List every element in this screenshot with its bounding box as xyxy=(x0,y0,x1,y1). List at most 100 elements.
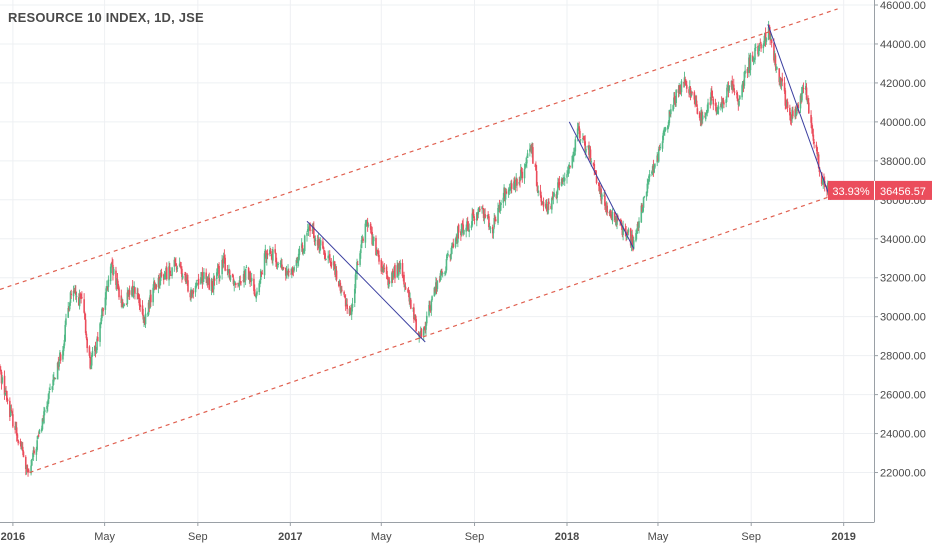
candle xyxy=(345,298,348,306)
candle-body xyxy=(463,229,465,235)
price-axis-bg xyxy=(874,0,932,550)
candle-body xyxy=(290,273,292,275)
candle-body xyxy=(163,275,166,279)
candle-body xyxy=(1,377,4,383)
candle xyxy=(728,85,731,93)
candle xyxy=(31,458,33,467)
candle xyxy=(410,297,412,310)
candle-body xyxy=(266,253,269,256)
candle-body xyxy=(433,287,436,297)
candle-body xyxy=(78,293,81,307)
candle-body xyxy=(562,180,565,182)
candle-body xyxy=(88,346,91,356)
candle-body xyxy=(479,208,481,211)
candle xyxy=(181,273,184,280)
candle-body xyxy=(574,139,577,152)
candle xyxy=(28,468,30,473)
candle-body xyxy=(636,223,639,231)
candle-body xyxy=(16,434,19,439)
candle-body xyxy=(115,270,117,285)
x-tick-label: 2019 xyxy=(831,531,855,543)
candle xyxy=(481,206,483,214)
candle xyxy=(521,167,524,183)
candle xyxy=(201,267,204,289)
candle-body xyxy=(441,271,443,274)
candle-body xyxy=(37,436,39,439)
candle xyxy=(711,90,714,99)
candle xyxy=(547,198,549,215)
candle xyxy=(717,101,720,115)
candle-body xyxy=(802,88,805,90)
candle xyxy=(562,174,565,186)
candle-body xyxy=(504,189,507,200)
trend-line[interactable] xyxy=(306,220,426,343)
candle-body xyxy=(330,262,333,268)
candle-body xyxy=(721,98,724,109)
candle-body xyxy=(481,206,483,210)
trend-line[interactable] xyxy=(568,121,635,249)
candle-body xyxy=(675,90,677,104)
candle-body xyxy=(382,267,385,272)
candle-body xyxy=(96,338,98,351)
candle-body xyxy=(604,195,606,206)
candle-body xyxy=(147,302,150,315)
candle xyxy=(510,179,513,194)
candle xyxy=(645,191,648,201)
last-price-badge[interactable]: 33.93% 36456.57 xyxy=(828,180,932,200)
candle xyxy=(41,418,44,431)
candle-body xyxy=(472,213,475,219)
candle-body xyxy=(566,174,568,178)
candle xyxy=(757,45,760,57)
candle-body xyxy=(763,40,765,45)
candle-body xyxy=(743,71,746,86)
candle-body xyxy=(475,212,478,221)
candle xyxy=(659,143,662,151)
candle-body xyxy=(84,313,86,320)
candle-body xyxy=(563,178,566,181)
candle-body xyxy=(519,180,521,182)
candle-body xyxy=(17,440,19,444)
candle xyxy=(10,404,13,412)
candle-body xyxy=(642,197,645,208)
candle-body xyxy=(486,215,489,217)
candle xyxy=(627,227,630,236)
candle-body xyxy=(689,87,692,99)
candle-body xyxy=(558,181,561,186)
trend-line[interactable] xyxy=(767,24,832,200)
y-tick-label: 24000.00 xyxy=(880,429,926,441)
time-axis-bg xyxy=(0,522,932,550)
candle-body xyxy=(701,115,704,120)
candle-body xyxy=(706,110,709,114)
candle-body xyxy=(100,322,102,324)
candle-body xyxy=(9,400,11,417)
candle xyxy=(288,268,290,277)
candle-body xyxy=(410,299,412,309)
candle xyxy=(245,264,248,269)
candle-body xyxy=(684,79,687,84)
candle-body xyxy=(717,106,720,110)
channel-lower-line[interactable] xyxy=(29,193,838,474)
candle-body xyxy=(47,393,50,404)
candle-body xyxy=(472,212,474,215)
candle-body xyxy=(84,319,87,334)
candle-body xyxy=(428,304,430,316)
candle-body xyxy=(569,165,571,168)
candle xyxy=(216,263,219,276)
candle-body xyxy=(4,392,7,396)
candle-body xyxy=(593,163,596,170)
candle xyxy=(69,290,72,306)
candle xyxy=(532,142,534,164)
candle-body xyxy=(259,280,261,285)
candle-body xyxy=(249,271,251,281)
candle xyxy=(811,125,814,137)
candle-body xyxy=(137,293,139,299)
candle-body xyxy=(211,281,214,287)
candle-body xyxy=(425,324,427,330)
candle xyxy=(9,397,11,422)
channel-upper-line[interactable] xyxy=(0,8,838,290)
candle-body xyxy=(31,458,34,460)
candle-body xyxy=(6,390,8,401)
candle-body xyxy=(261,273,264,275)
candle xyxy=(49,383,51,391)
